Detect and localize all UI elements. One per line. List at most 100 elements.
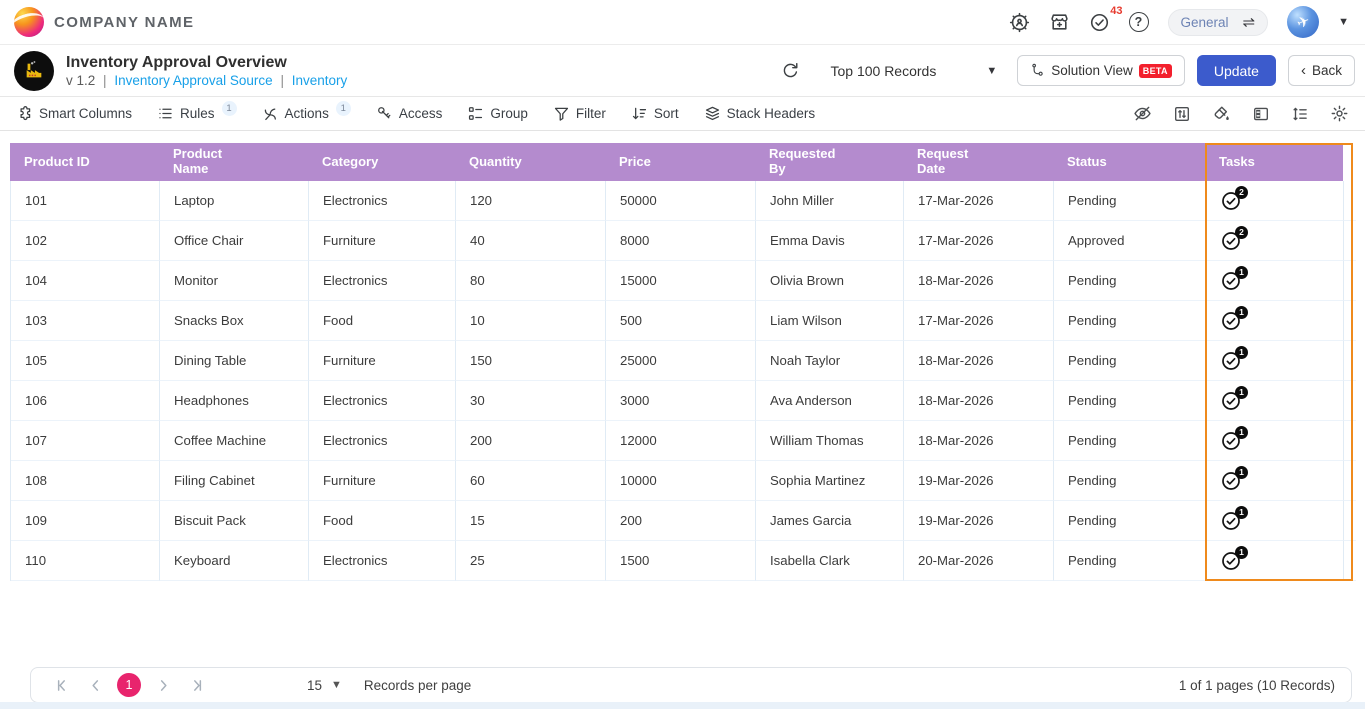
next-page-icon[interactable]	[150, 672, 176, 698]
cell-requested-by: Isabella Clark	[756, 541, 904, 581]
column-header-category[interactable]: Category	[308, 143, 455, 181]
table-row[interactable]: 104MonitorElectronics8015000Olivia Brown…	[11, 261, 1355, 301]
marketplace-icon[interactable]	[1049, 12, 1070, 33]
cell-quantity: 80	[456, 261, 606, 301]
fill-color-icon[interactable]	[1212, 104, 1231, 123]
sort-button[interactable]: Sort	[631, 105, 679, 122]
task-check-icon[interactable]: 1	[1220, 310, 1242, 332]
toolbar: Smart Columns Rules 1 Actions 1 Access	[0, 97, 1365, 131]
cell-tasks: 1	[1206, 541, 1344, 581]
task-count-badge: 1	[1235, 306, 1248, 319]
row-height-icon[interactable]	[1291, 105, 1309, 123]
task-check-icon[interactable]: 1	[1220, 430, 1242, 452]
table-row[interactable]: 105Dining TableFurniture15025000Noah Tay…	[11, 341, 1355, 381]
settings-icon[interactable]	[1330, 104, 1349, 123]
page-size-dropdown[interactable]: 15 ▼	[307, 678, 342, 693]
filter-button[interactable]: Filter	[553, 105, 606, 122]
update-button[interactable]: Update	[1197, 55, 1276, 86]
cell-tasks: 1	[1206, 501, 1344, 541]
group-button[interactable]: Group	[467, 105, 528, 122]
cell-category: Electronics	[309, 381, 456, 421]
table-row[interactable]: 101LaptopElectronics12050000John Miller1…	[11, 181, 1355, 221]
cell-requested-by: Olivia Brown	[756, 261, 904, 301]
task-check-icon[interactable]: 1	[1220, 470, 1242, 492]
freeze-panel-icon[interactable]	[1252, 105, 1270, 123]
breadcrumb-source-link[interactable]: Inventory Approval Source	[114, 73, 272, 88]
task-check-icon[interactable]: 2	[1220, 230, 1242, 252]
environment-switcher[interactable]: General ⇌	[1168, 9, 1269, 36]
cell-product-name: Headphones	[160, 381, 309, 421]
table-row[interactable]: 107Coffee MachineElectronics20012000Will…	[11, 421, 1355, 461]
first-page-icon[interactable]	[47, 672, 73, 698]
smart-columns-button[interactable]: Smart Columns	[16, 105, 132, 122]
cell-category: Electronics	[309, 541, 456, 581]
table-row[interactable]: 110KeyboardElectronics251500Isabella Cla…	[11, 541, 1355, 581]
cell-category: Food	[309, 301, 456, 341]
column-header-tasks[interactable]: Tasks	[1205, 143, 1343, 181]
cell-product-id: 102	[11, 221, 160, 261]
actions-button[interactable]: Actions 1	[262, 105, 351, 122]
back-button[interactable]: ‹ Back	[1288, 55, 1355, 86]
table-row[interactable]: 103Snacks BoxFood10500Liam Wilson17-Mar-…	[11, 301, 1355, 341]
admin-settings-icon[interactable]	[1009, 12, 1030, 33]
records-filter-dropdown[interactable]: Top 100 Records ▼	[812, 63, 997, 79]
cell-category: Electronics	[309, 181, 456, 221]
breadcrumb-app-link[interactable]: Inventory	[292, 73, 348, 88]
refresh-icon[interactable]	[781, 61, 800, 80]
page-size-caret-icon: ▼	[331, 679, 342, 691]
current-page-button[interactable]: 1	[117, 673, 141, 697]
fit-rows-icon[interactable]	[1173, 105, 1191, 123]
column-header-price[interactable]: Price	[605, 143, 755, 181]
task-count-badge: 2	[1235, 186, 1248, 199]
column-header-requested-by[interactable]: Requested By	[755, 143, 903, 181]
cell-request-date: 18-Mar-2026	[904, 341, 1054, 381]
cell-status: Pending	[1054, 541, 1206, 581]
solution-view-button[interactable]: Solution View BETA	[1017, 55, 1185, 86]
cell-quantity: 60	[456, 461, 606, 501]
task-check-icon[interactable]: 1	[1220, 390, 1242, 412]
cell-request-date: 18-Mar-2026	[904, 421, 1054, 461]
cell-product-name: Biscuit Pack	[160, 501, 309, 541]
profile-caret-icon[interactable]: ▼	[1338, 16, 1349, 28]
swap-environment-icon: ⇌	[1243, 15, 1256, 30]
cell-product-id: 108	[11, 461, 160, 501]
task-check-icon[interactable]: 1	[1220, 550, 1242, 572]
cell-price: 15000	[606, 261, 756, 301]
cell-price: 8000	[606, 221, 756, 261]
stack-headers-button[interactable]: Stack Headers	[704, 105, 816, 122]
page-size-value: 15	[307, 678, 322, 693]
column-header-quantity[interactable]: Quantity	[455, 143, 605, 181]
table-row[interactable]: 102Office ChairFurniture408000Emma Davis…	[11, 221, 1355, 261]
table-header-row: Product ID Product Name Category Quantit…	[10, 143, 1355, 181]
approvals-icon[interactable]: 43	[1089, 12, 1110, 33]
cell-quantity: 25	[456, 541, 606, 581]
task-count-badge: 2	[1235, 226, 1248, 239]
cell-price: 12000	[606, 421, 756, 461]
task-check-icon[interactable]: 2	[1220, 190, 1242, 212]
cell-status: Pending	[1054, 461, 1206, 501]
table-row[interactable]: 108Filing CabinetFurniture6010000Sophia …	[11, 461, 1355, 501]
table-row[interactable]: 109Biscuit PackFood15200James Garcia19-M…	[11, 501, 1355, 541]
sort-icon	[631, 105, 648, 122]
table-row[interactable]: 106HeadphonesElectronics303000Ava Anders…	[11, 381, 1355, 421]
column-header-request-date[interactable]: Request Date	[903, 143, 1053, 181]
group-icon	[467, 105, 484, 122]
access-button[interactable]: Access	[376, 105, 443, 122]
task-check-icon[interactable]: 1	[1220, 350, 1242, 372]
hide-fields-icon[interactable]	[1133, 104, 1152, 123]
column-header-status[interactable]: Status	[1053, 143, 1205, 181]
cell-category: Food	[309, 501, 456, 541]
task-check-icon[interactable]: 1	[1220, 510, 1242, 532]
task-count-badge: 1	[1235, 506, 1248, 519]
task-check-icon[interactable]: 1	[1220, 270, 1242, 292]
last-page-icon[interactable]	[185, 672, 211, 698]
avatar[interactable]: ✈	[1287, 6, 1319, 38]
column-header-product-id[interactable]: Product ID	[10, 143, 159, 181]
help-icon[interactable]: ?	[1129, 12, 1149, 32]
cell-product-name: Dining Table	[160, 341, 309, 381]
cell-request-date: 20-Mar-2026	[904, 541, 1054, 581]
scroll-gutter	[1344, 421, 1356, 461]
prev-page-icon[interactable]	[82, 672, 108, 698]
rules-button[interactable]: Rules 1	[157, 105, 237, 122]
column-header-product-name[interactable]: Product Name	[159, 143, 308, 181]
